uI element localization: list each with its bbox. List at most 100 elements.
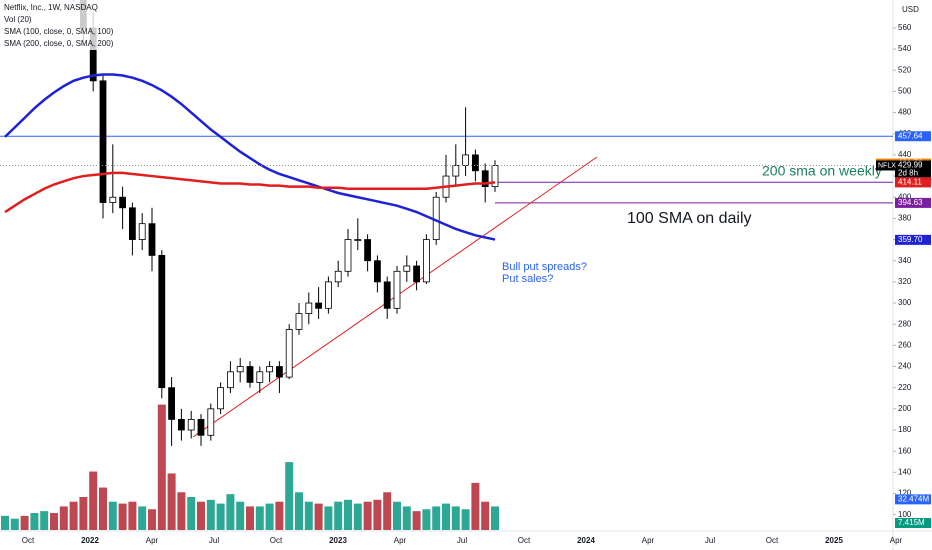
volume-bar [393, 501, 401, 530]
candle-body [109, 196, 117, 203]
candle-body [177, 419, 185, 431]
price-tag-prefix-bg [876, 160, 895, 171]
chart-title: Netflix, Inc., 1W, NASDAQ [4, 3, 98, 12]
volume-bar [442, 503, 450, 530]
volume-bar [128, 501, 137, 530]
candle-body [334, 270, 342, 283]
legend-entry: Vol (20) [4, 15, 32, 24]
candle-body [148, 223, 156, 256]
candle-body [236, 366, 244, 373]
candle-body [354, 239, 362, 241]
candle-body [119, 196, 126, 209]
y-tick-label: 340 [898, 256, 912, 265]
volume-tag [895, 518, 931, 529]
volume-bar [285, 462, 294, 530]
volume-bar [30, 513, 39, 530]
y-tick-label: 260 [898, 340, 912, 349]
volume-bar [187, 497, 196, 530]
y-tick-label: 440 [898, 150, 912, 159]
y-tick-label: 380 [898, 213, 912, 222]
y-tick-label: 280 [898, 319, 912, 328]
candle-body [266, 366, 274, 373]
volume-bar [69, 501, 78, 530]
y-tick-label: 560 [898, 23, 912, 32]
y-tick-label: 320 [898, 277, 912, 286]
volume-bar [295, 492, 303, 530]
price-tag-prefix: NFLX [878, 162, 896, 169]
volume-tag-label: 7.415M [898, 518, 925, 527]
candle-body [207, 408, 215, 436]
price-tag [895, 177, 931, 188]
volume-bar [138, 506, 147, 530]
candle-body [315, 302, 323, 309]
x-tick-label: Apr [394, 536, 407, 545]
y-tick-label: 400 [898, 192, 912, 201]
annotation: 200 sma on weekly [762, 163, 882, 179]
x-tick-label: Apr [890, 536, 903, 545]
annotation: 100 SMA on daily [627, 210, 752, 227]
volume-bar [363, 501, 372, 530]
volume-bar [177, 492, 186, 530]
volume-bar [324, 506, 333, 530]
volume-tag-label: 32.474M [898, 494, 929, 503]
volume-bar [255, 506, 264, 530]
volume-bar [314, 503, 323, 530]
legend: Netflix, Inc., 1W, NASDAQ Vol (20) SMA (… [0, 0, 114, 50]
x-tick-label: 2025 [825, 536, 843, 545]
candle-body [246, 366, 254, 383]
candle-body [168, 387, 176, 420]
candle-body [226, 371, 234, 389]
volume-bar [99, 487, 107, 530]
x-tick-label: Jul [457, 536, 467, 545]
volume-bar [265, 503, 274, 530]
y-tick-label: 540 [898, 44, 912, 53]
legend-entry: SMA (200, close, 0, SMA, 200) [4, 39, 114, 48]
volume-bar [461, 509, 470, 530]
candle-body [158, 255, 166, 389]
volume-bar [59, 506, 68, 530]
candle-body [256, 371, 264, 383]
y-tick-label: 100 [898, 510, 912, 519]
sma-line [4, 73, 496, 241]
volume-bar [432, 506, 441, 530]
y-tick-label: 500 [898, 87, 912, 96]
candle-body [373, 260, 381, 283]
price-tag-note: 2d 8h [898, 169, 918, 178]
legend-entry: SMA (100, close, 0, SMA, 100) [4, 27, 114, 36]
volume-bar [167, 473, 176, 530]
y-tick-label: 220 [898, 383, 912, 392]
volume-bar [383, 492, 392, 530]
volume-bar [491, 506, 499, 530]
x-tick-label: Oct [518, 536, 531, 545]
price-tag-label: 414.11 [898, 177, 922, 186]
x-tick-label: Oct [22, 536, 35, 545]
y-tick-label: 480 [898, 108, 912, 117]
x-tick-label: Apr [642, 536, 655, 545]
legend-bg [0, 0, 100, 50]
currency-label: USD [902, 5, 919, 14]
y-tick-label: 300 [898, 298, 912, 307]
candle-body [275, 366, 283, 378]
volume-bar [148, 509, 156, 530]
x-tick-label: 2023 [329, 536, 347, 545]
y-tick-label: 120 [898, 489, 912, 498]
price-tag [895, 160, 931, 179]
candle-body [344, 239, 352, 272]
price-tag-label: 394.63 [898, 198, 923, 207]
y-tick-label: 240 [898, 362, 912, 371]
candle-body [413, 265, 421, 283]
y-tick-label: 140 [898, 467, 912, 476]
candle-body [471, 154, 479, 172]
plot-area: 200 sma on weekly 100 SMA on daily Bull pu… [0, 0, 893, 530]
candle-body [422, 239, 430, 283]
volume-bar [79, 497, 88, 530]
volume-bar [1, 515, 9, 530]
y-tick-label: 520 [898, 65, 912, 74]
volume-bar [236, 501, 245, 530]
y-tick-label: 200 [898, 404, 912, 413]
candle-body [99, 80, 107, 203]
volume-bar [108, 501, 117, 530]
volume-bar [206, 499, 215, 530]
x-tick-label: Jul [209, 536, 219, 545]
